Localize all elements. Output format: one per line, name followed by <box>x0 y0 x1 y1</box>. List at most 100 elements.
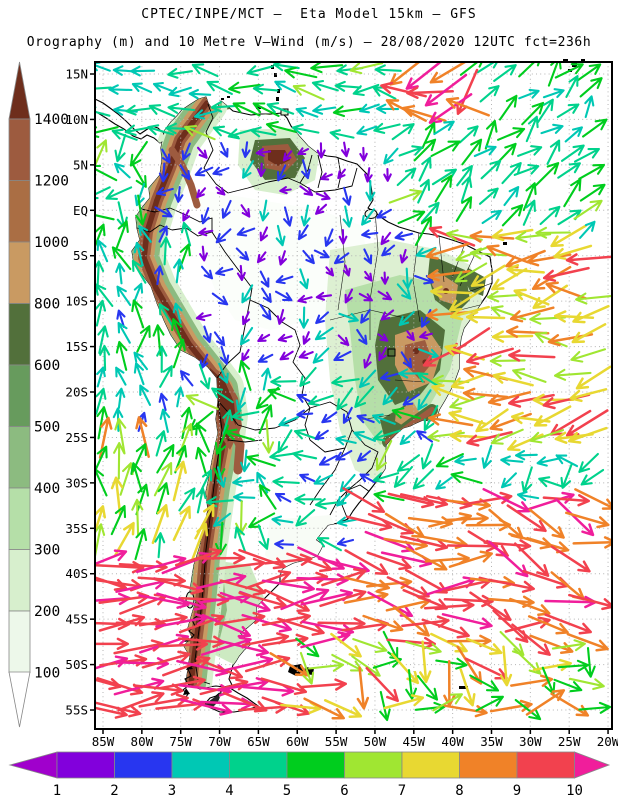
wind-arrow <box>424 73 468 107</box>
wind-arrow <box>364 167 373 183</box>
wind-arrow <box>299 651 315 685</box>
wind-arrow <box>518 88 540 100</box>
wind-arrow <box>215 186 226 196</box>
wind-arrow <box>95 86 112 90</box>
wind-arrow <box>324 228 334 247</box>
wind-arrow <box>219 591 271 613</box>
wind-arrow <box>544 613 592 635</box>
wind-arrow <box>178 487 196 512</box>
wind-arrow <box>332 105 363 118</box>
wind-arrow <box>274 539 295 550</box>
wind-arrow <box>402 267 413 290</box>
wind-arrow <box>211 387 234 404</box>
elevation-below-min-arrow <box>8 671 31 728</box>
wind-arrow <box>349 62 384 75</box>
wind-arrow <box>570 348 607 363</box>
wind-swatch <box>229 751 288 779</box>
wind-arrow <box>534 162 560 187</box>
wind-arrow <box>415 246 437 258</box>
wind-arrow <box>151 504 169 545</box>
wind-arrow <box>321 568 367 587</box>
wind-arrow <box>275 224 286 247</box>
wind-arrow <box>96 239 109 263</box>
wind-arrow <box>526 536 570 554</box>
wind-arrow <box>277 333 293 343</box>
wind-arrow <box>378 346 387 361</box>
wind-arrow <box>540 123 564 135</box>
wind-arrow <box>414 274 434 285</box>
wind-arrow <box>114 133 127 163</box>
lon-label: 75W <box>169 734 192 749</box>
wind-arrow <box>312 347 330 364</box>
wind-arrow <box>96 366 106 388</box>
wind-arrow <box>231 409 260 421</box>
wind-arrow <box>199 245 208 262</box>
wind-arrow <box>337 168 346 180</box>
wind-arrow <box>236 227 256 237</box>
wind-arrow <box>456 165 473 187</box>
wind-arrow <box>269 450 296 462</box>
wind-arrow <box>308 659 345 672</box>
wind-swatch <box>286 751 345 779</box>
wind-arrow <box>239 326 254 346</box>
brazil-dark-peak-1 <box>412 347 420 355</box>
wind-arrow <box>568 677 605 691</box>
wind-arrow <box>565 253 612 266</box>
wind-scale-label: 8 <box>455 783 463 799</box>
map-border <box>94 61 613 730</box>
wind-arrow <box>356 666 370 710</box>
wind-arrow <box>488 578 535 593</box>
wind-arrow <box>212 166 230 176</box>
elevation-colorbar: 1400 1200 1000 800 600 500 400 300 200 100 <box>8 61 69 728</box>
elevation-swatch <box>8 364 31 427</box>
elevation-swatch <box>8 487 31 550</box>
wind-arrow <box>376 208 392 219</box>
wind-arrow <box>95 387 107 415</box>
wind-arrow <box>430 285 473 298</box>
wind-arrow <box>380 81 427 98</box>
wind-arrow <box>180 698 233 716</box>
wind-arrow <box>565 75 579 98</box>
wind-arrow <box>299 185 314 197</box>
wind-arrow <box>336 387 354 411</box>
wind-arrow <box>377 290 393 301</box>
wind-arrow <box>279 186 292 195</box>
wind-arrow <box>372 86 397 100</box>
map-frame <box>94 61 613 730</box>
wind-arrow <box>206 80 233 95</box>
wind-arrow <box>510 674 554 687</box>
wind-arrow <box>195 487 207 514</box>
wind-arrow <box>553 310 595 323</box>
wind-arrow <box>276 308 286 325</box>
wind-scale-label: 10 <box>566 783 583 799</box>
wind-arrow <box>553 368 592 381</box>
lon-label: 60W <box>286 734 309 749</box>
wind-arrow <box>575 292 612 305</box>
wind-arrow <box>227 128 255 140</box>
wind-arrow <box>414 701 446 714</box>
wind-arrow <box>506 504 547 533</box>
wind-arrow <box>302 249 315 265</box>
wind-arrow <box>578 220 596 239</box>
wind-arrow <box>110 505 127 536</box>
wind-arrow <box>173 258 184 284</box>
wind-arrow <box>417 348 439 359</box>
wind-arrow <box>512 368 547 383</box>
wind-arrow <box>201 613 251 638</box>
wind-arrow <box>238 359 252 391</box>
wind-arrow <box>95 706 128 719</box>
wind-arrow <box>117 321 131 344</box>
elevation-scale-label: 1000 <box>34 235 69 251</box>
brazil-brown <box>404 340 433 379</box>
wind-arrow <box>179 164 191 181</box>
wind-arrow <box>115 366 127 386</box>
wind-arrow <box>499 645 513 687</box>
wind-arrow <box>210 101 240 113</box>
wind-arrow <box>434 174 453 203</box>
lat-label: 10N <box>65 112 88 127</box>
wind-arrow <box>338 228 348 245</box>
lat-label: 5S <box>73 248 88 263</box>
wind-arrow <box>295 106 319 118</box>
lon-label: 35W <box>480 734 503 749</box>
wind-arrow <box>398 310 415 327</box>
